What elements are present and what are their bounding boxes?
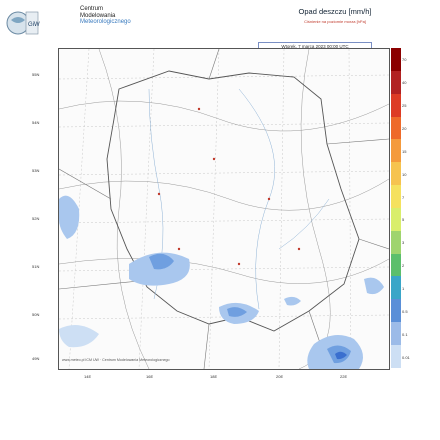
- legend-value-label: 2: [402, 263, 405, 269]
- legend-value-label: 15: [402, 148, 407, 154]
- map-title: Opad deszczu [mm/h]: [298, 7, 372, 16]
- legend-value-label: 70: [402, 57, 407, 63]
- legend-value-label: 0.01: [402, 354, 410, 360]
- org-line-2: Modelowania: [80, 12, 116, 19]
- country-borders: [59, 49, 389, 369]
- legend-swatch: [391, 185, 401, 208]
- organization-name: Centrum Modelowania Meteorologicznego: [80, 6, 131, 26]
- map-subtitle: Ciśnienie na poziomie morza [hPa]: [304, 19, 366, 24]
- legend-value-label: 1: [402, 286, 405, 291]
- legend-value-label: 25: [402, 103, 407, 109]
- icm-logo: GiW: [6, 11, 40, 35]
- legend-swatch: [391, 230, 401, 254]
- legend-swatch: [391, 93, 401, 117]
- lat-label: 51N: [32, 264, 40, 269]
- lon-label: 18E: [210, 374, 218, 379]
- lat-label: 55N: [32, 72, 40, 77]
- lat-label: 49N: [32, 356, 40, 361]
- legend-value-label: 0.1: [402, 331, 408, 337]
- org-line-3: Meteorologicznego: [80, 19, 131, 25]
- lon-label: 16E: [146, 374, 154, 379]
- legend-swatch: [391, 116, 401, 140]
- legend-swatch: [391, 253, 401, 277]
- graticule: [59, 49, 389, 369]
- lat-label: 50N: [32, 312, 40, 317]
- legend-value-label: 0.5: [402, 308, 408, 314]
- legend-value-label: 10: [402, 171, 407, 177]
- map-canvas: [59, 49, 389, 369]
- city-markers: [157, 107, 301, 266]
- legend-swatch: [391, 48, 401, 71]
- legend-swatch: [391, 322, 401, 345]
- lon-label: 14E: [84, 374, 92, 379]
- legend-value-label: 7: [402, 194, 405, 200]
- legend-swatch: [391, 276, 401, 300]
- legend-swatch: [391, 70, 401, 94]
- lat-label: 52N: [32, 216, 40, 221]
- isobars: [59, 49, 389, 369]
- legend-swatch: [391, 139, 401, 163]
- lon-label: 20E: [276, 374, 284, 379]
- legend-value-label: 20: [402, 126, 407, 131]
- legend-swatch: [391, 344, 401, 368]
- poland-border: [106, 70, 360, 332]
- precipitation-legend: [391, 48, 401, 368]
- legend-value-label: 40: [402, 80, 407, 86]
- lon-label: 22E: [340, 374, 348, 379]
- legend-swatch: [391, 207, 401, 231]
- precipitation-map: [58, 48, 390, 370]
- legend-swatch: [391, 162, 401, 186]
- legend-value-label: 3: [402, 240, 405, 246]
- lat-label: 54N: [32, 120, 40, 125]
- footer-attribution: www.meteo.pl ICM UW · Centrum Modelowani…: [62, 358, 170, 362]
- header: GiW Centrum Modelowania Meteorologiczneg…: [0, 0, 440, 44]
- legend-value-label: 5: [402, 217, 405, 223]
- precipitation-areas: [59, 195, 384, 369]
- svg-text:GiW: GiW: [28, 22, 40, 28]
- legend-swatch: [391, 299, 401, 323]
- lat-label: 53N: [32, 168, 40, 173]
- org-line-1: Centrum: [80, 6, 104, 12]
